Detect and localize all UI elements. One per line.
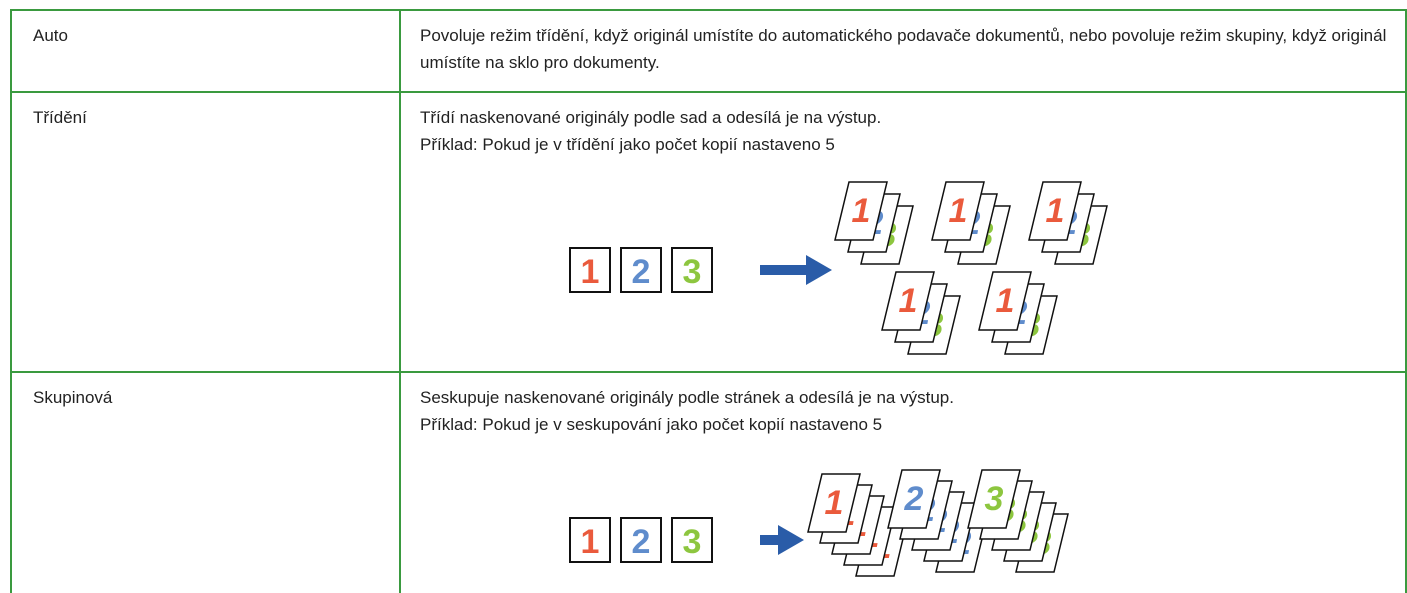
page-number: 1 [996,282,1015,320]
mode-label: Auto [33,26,68,45]
sheet [881,271,935,331]
description: Povoluje režim třídění, když originál um… [420,26,1387,72]
sheet [1028,181,1082,241]
sheet [931,181,985,241]
page-number: 3 [683,523,702,561]
sheet [887,469,941,529]
page-number: 1 [581,523,600,561]
page-number: 2 [632,523,651,561]
page-number: 3 [683,253,702,291]
original-page [620,517,662,563]
page-number: 1 [825,484,844,522]
page-number: 2 [904,480,924,518]
mode-label: Třídění [33,108,87,127]
description: Třídí naskenované originály podle sad a … [420,108,882,127]
description: Příklad: Pokud je v seskupování jako poč… [420,415,883,434]
sheet [807,473,861,533]
sheet [967,469,1021,529]
original-page [671,517,713,563]
sheet [834,181,888,241]
page-number: 1 [852,192,871,230]
page-number: 3 [985,480,1004,518]
original-page [569,517,611,563]
page-number: 2 [632,253,651,291]
mode-label: Skupinová [33,388,113,407]
page-number: 1 [949,192,968,230]
page-number: 1 [581,253,600,291]
table-borders [10,9,1407,593]
arrow [760,255,832,555]
original-page [671,247,713,293]
original-page [569,247,611,293]
page-number: 1 [1046,192,1065,230]
sheet [978,271,1032,331]
description: Příklad: Pokud je v třídění jako počet k… [420,135,835,154]
description: Seskupuje naskenované originály podle st… [420,388,954,407]
original-page [620,247,662,293]
page-number: 1 [899,282,918,320]
